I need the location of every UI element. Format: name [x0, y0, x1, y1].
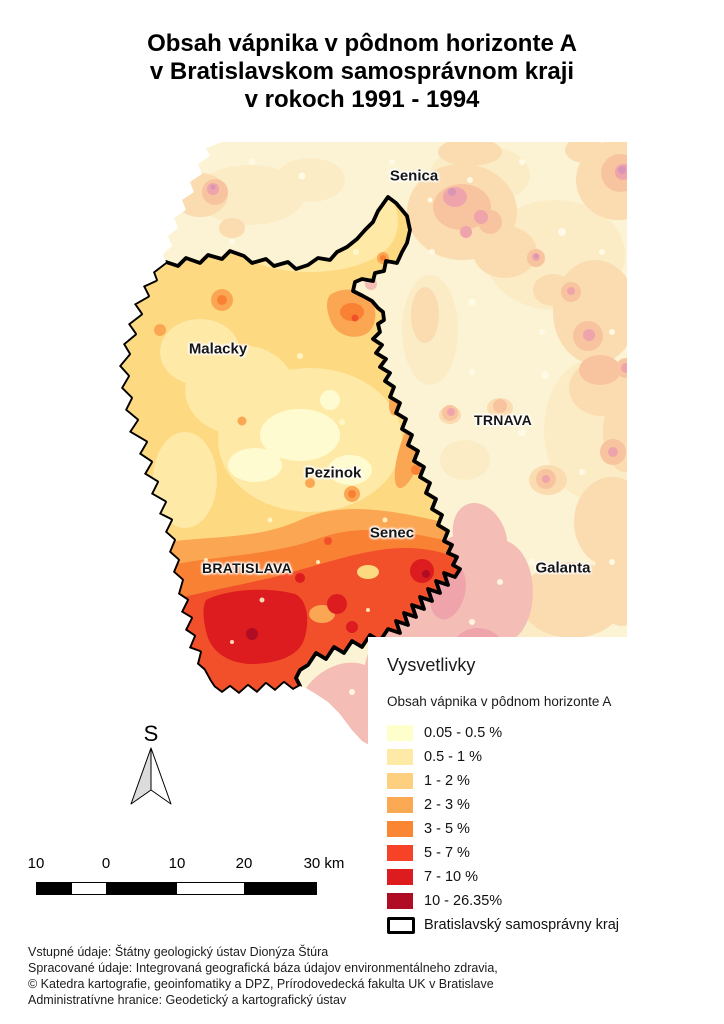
scalebar-label-3: 20	[235, 855, 253, 872]
legend-panel: Vysvetlivky Obsah vápnika v pôdnom horiz…	[368, 637, 713, 940]
legend-item-label: 3 - 5 %	[424, 821, 470, 837]
legend-subtitle: Obsah vápnika v pôdnom horizonte A	[387, 694, 612, 709]
map-title: Obsah vápnika v pôdnom horizonte A v Bra…	[0, 30, 724, 114]
scalebar-label-1: 0	[101, 855, 111, 872]
scalebar-segment	[37, 883, 72, 894]
legend-item-label: 0.05 - 0.5 %	[424, 725, 503, 741]
map-title-line-3: v rokoch 1991 - 1994	[244, 86, 480, 113]
legend-item: 5 - 7 %	[387, 841, 713, 865]
city-label-malacky: Malacky	[188, 340, 248, 358]
legend-title: Vysvetlivky	[387, 655, 476, 675]
footer-credits: Vstupné údaje: Štátny geologický ústav D…	[28, 944, 498, 1008]
legend-swatch-icon	[387, 725, 413, 741]
scalebar-label-0: 10	[27, 855, 45, 872]
north-arrow-label: S	[143, 721, 159, 746]
legend-item-label: 2 - 3 %	[424, 797, 470, 813]
boundary-outline-swatch-icon	[387, 916, 415, 934]
city-label-senec: Senec	[369, 524, 415, 542]
legend-item-boundary: Bratislavský samosprávny kraj	[387, 913, 713, 937]
legend-item: 0.5 - 1 %	[387, 745, 713, 769]
city-label-galanta: Galanta	[535, 559, 591, 577]
scalebar-label-2: 10	[168, 855, 186, 872]
scalebar-label-4: 30 km	[303, 855, 345, 872]
map-title-line-2: v Bratislavskom samosprávnom kraji	[149, 58, 575, 85]
city-label-senica: Senica	[389, 167, 439, 185]
scalebar: 10 0 10 20 30 km	[28, 855, 356, 900]
legend-item: 10 - 26.35%	[387, 889, 713, 913]
scalebar-segment	[72, 883, 106, 894]
legend-swatch-icon	[387, 797, 413, 813]
kraj-boundary-outline	[119, 195, 462, 696]
legend-items: 0.05 - 0.5 % 0.5 - 1 % 1 - 2 % 2 - 3 % 3 - 5…	[387, 721, 713, 937]
scalebar-segment	[177, 883, 244, 894]
legend-swatch-icon	[387, 749, 413, 765]
scalebar-bar	[36, 882, 317, 895]
legend-item-label: 5 - 7 %	[424, 845, 470, 861]
legend-item: 2 - 3 %	[387, 793, 713, 817]
legend-swatch-icon	[387, 773, 413, 789]
legend-item-label: 10 - 26.35%	[424, 893, 503, 909]
city-label-pezinok: Pezinok	[304, 464, 362, 482]
legend-item-label: Bratislavský samosprávny kraj	[424, 917, 619, 933]
legend-item: 1 - 2 %	[387, 769, 713, 793]
legend-item-label: 1 - 2 %	[424, 773, 470, 789]
north-arrow: S	[122, 722, 180, 813]
legend-item: 3 - 5 %	[387, 817, 713, 841]
legend-item-label: 7 - 10 %	[424, 869, 478, 885]
footer-line-3: © Katedra kartografie, geoinfomatiky a D…	[28, 977, 494, 991]
city-label-bratislava: BRATISLAVA	[201, 560, 293, 576]
scalebar-segment	[106, 883, 177, 894]
legend-item: 0.05 - 0.5 %	[387, 721, 713, 745]
legend-swatch-icon	[387, 821, 413, 837]
north-arrow-icon	[130, 747, 172, 805]
legend-swatch-icon	[387, 893, 413, 909]
city-label-trnava: TRNAVA	[473, 412, 533, 428]
footer-line-1: Vstupné údaje: Štátny geologický ústav D…	[28, 945, 329, 959]
scalebar-segment	[244, 883, 316, 894]
legend-swatch-icon	[387, 869, 413, 885]
legend-swatch-icon	[387, 845, 413, 861]
map-title-line-1: Obsah vápnika v pôdnom horizonte A	[147, 30, 577, 57]
footer-line-4: Administratívne hranice: Geodetický a ka…	[28, 993, 347, 1007]
legend-item: 7 - 10 %	[387, 865, 713, 889]
footer-line-2: Spracované údaje: Integrovaná geografick…	[28, 961, 498, 975]
legend-item-label: 0.5 - 1 %	[424, 749, 483, 765]
